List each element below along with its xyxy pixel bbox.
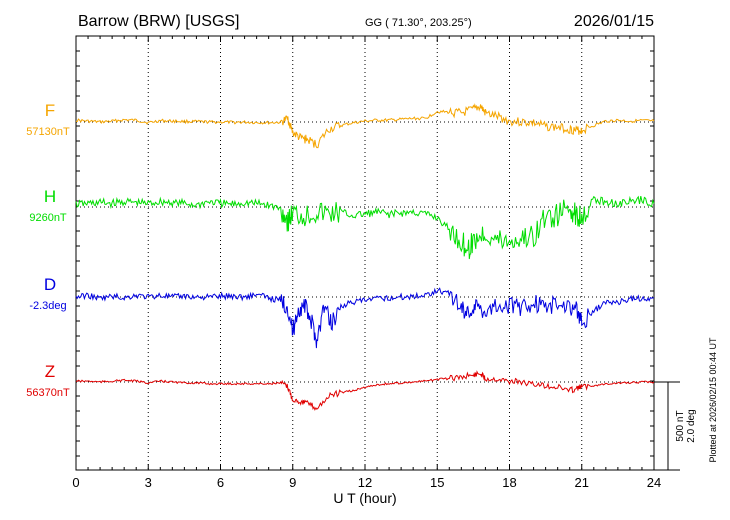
series-layer: [75, 103, 655, 411]
x-tick-label: 24: [647, 475, 661, 490]
x-tick-label: 12: [358, 475, 372, 490]
series-baseline-z: 56370nT: [26, 387, 70, 399]
x-axis-label: U T (hour): [333, 490, 396, 506]
x-tick-label: 9: [289, 475, 296, 490]
scale-bar-deg-label: 2.0 deg: [686, 409, 697, 442]
station-title: Barrow (BRW) [USGS]: [78, 13, 240, 30]
coordinates-label: GG ( 71.30°, 203.25°): [365, 17, 472, 29]
scale-bar-nt-label: 500 nT: [675, 410, 686, 441]
x-tick-label: 21: [575, 475, 589, 490]
series-line-h: [75, 195, 655, 260]
series-name-f: F: [45, 101, 55, 120]
axis-ticks: 0 3 6 9 12 15 18 21 24: [72, 35, 661, 490]
series-name-d: D: [44, 275, 56, 294]
series-line-f: [75, 103, 655, 149]
x-tick-label: 15: [430, 475, 444, 490]
x-tick-label: 18: [502, 475, 516, 490]
series-baseline-d: -2.3deg: [29, 300, 66, 312]
series-line-z: [75, 370, 655, 411]
x-tick-label: 3: [145, 475, 152, 490]
series-baseline-h: 9260nT: [29, 212, 67, 224]
date-label: 2026/01/15: [574, 13, 654, 30]
plotted-timestamp: Plotted at 2026/02/15 00:44 UT: [708, 337, 718, 463]
grid-lines: [76, 36, 654, 470]
series-name-z: Z: [45, 362, 55, 381]
x-tick-label: 0: [72, 475, 79, 490]
series-baseline-f: 57130nT: [26, 126, 70, 138]
labels-layer: F 57130nT H 9260nT D -2.3deg Z 56370nT: [26, 101, 70, 399]
series-name-h: H: [44, 187, 56, 206]
scale-bar: 500 nT 2.0 deg: [654, 381, 697, 471]
series-line-d: [75, 287, 654, 349]
x-tick-label: 6: [217, 475, 224, 490]
